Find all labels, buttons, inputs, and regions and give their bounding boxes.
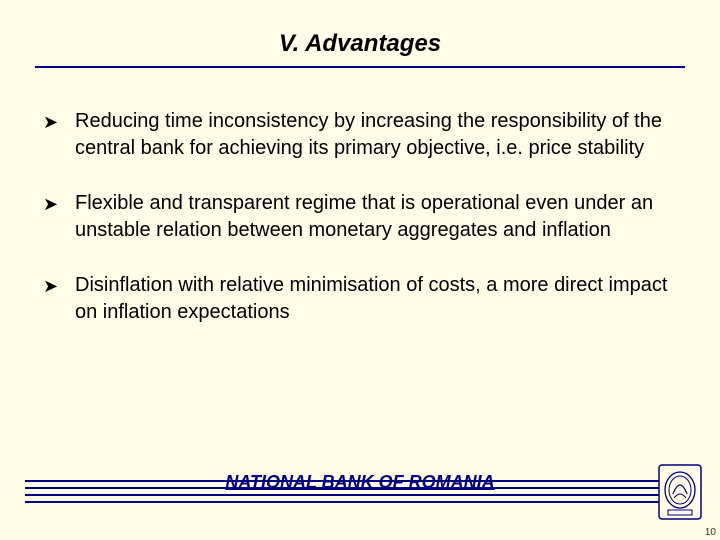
bullet-text: Reducing time inconsistency by increasin… (75, 110, 662, 159)
bullet-arrow-icon: ➤ (43, 110, 58, 134)
footer-bank-name: NATIONAL BANK OF ROMANIA (0, 472, 720, 493)
bullet-text: Disinflation with relative minimisation … (75, 274, 667, 323)
page-number: 10 (705, 527, 716, 538)
bullet-text: Flexible and transparent regime that is … (75, 192, 653, 241)
title-underline (35, 66, 685, 68)
list-item: ➤ Disinflation with relative minimisatio… (43, 272, 685, 326)
list-item: ➤ Reducing time inconsistency by increas… (43, 108, 685, 162)
footer: NATIONAL BANK OF ROMANIA (0, 470, 720, 510)
list-item: ➤ Flexible and transparent regime that i… (43, 190, 685, 244)
footer-line (25, 501, 695, 503)
bullet-arrow-icon: ➤ (43, 274, 58, 298)
bullet-list: ➤ Reducing time inconsistency by increas… (35, 108, 685, 326)
bullet-arrow-icon: ➤ (43, 192, 58, 216)
footer-line (25, 494, 695, 496)
bank-seal-icon (658, 464, 702, 520)
slide-container: V. Advantages ➤ Reducing time inconsiste… (0, 0, 720, 540)
slide-title: V. Advantages (35, 30, 685, 66)
